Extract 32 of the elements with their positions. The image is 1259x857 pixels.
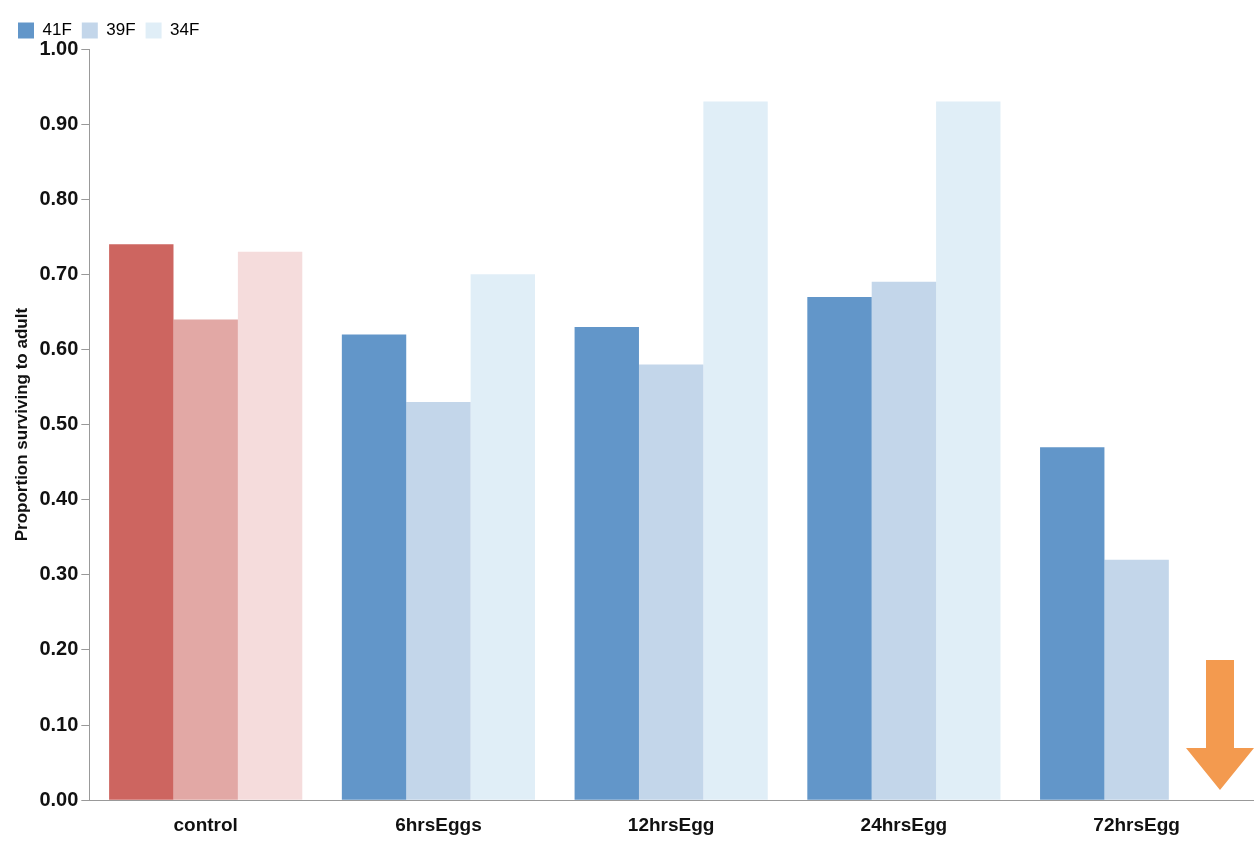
x-tick-label: control bbox=[173, 813, 238, 835]
y-tick-label: 0.90 bbox=[39, 111, 79, 134]
bar bbox=[936, 101, 1001, 800]
bar bbox=[638, 364, 704, 800]
bar bbox=[807, 296, 872, 800]
y-tick-label: 0.00 bbox=[39, 787, 79, 810]
x-tick-label: 6hrsEggs bbox=[395, 813, 482, 835]
y-tick-label: 0.80 bbox=[39, 186, 79, 209]
y-axis-title: Proportion surviving to adult bbox=[11, 307, 31, 542]
bar bbox=[1104, 559, 1169, 800]
y-tick-label: 0.10 bbox=[39, 712, 79, 735]
y-tick-label: 0.30 bbox=[39, 562, 79, 585]
bar bbox=[703, 101, 768, 800]
bar bbox=[341, 334, 407, 800]
bar bbox=[871, 281, 937, 800]
x-tick-label: 24hrsEgg bbox=[860, 813, 948, 835]
y-tick-label: 0.70 bbox=[39, 261, 79, 284]
y-tick-label: 0.40 bbox=[39, 487, 79, 510]
bar bbox=[237, 251, 303, 800]
legend-label: 34F bbox=[170, 20, 200, 40]
bar bbox=[109, 244, 174, 800]
bar bbox=[470, 274, 536, 800]
y-tick-label: 0.20 bbox=[39, 637, 79, 660]
y-tick-label: 0.60 bbox=[39, 337, 79, 359]
bar bbox=[574, 326, 639, 800]
x-tick-label: 12hrsEgg bbox=[627, 813, 715, 835]
x-tick-label: 72hrsEgg bbox=[1093, 813, 1180, 835]
y-tick-label: 0.50 bbox=[39, 412, 79, 435]
bar bbox=[173, 319, 238, 800]
bar bbox=[1040, 447, 1105, 800]
bar bbox=[406, 402, 471, 800]
legend-label: 39F bbox=[106, 20, 136, 40]
